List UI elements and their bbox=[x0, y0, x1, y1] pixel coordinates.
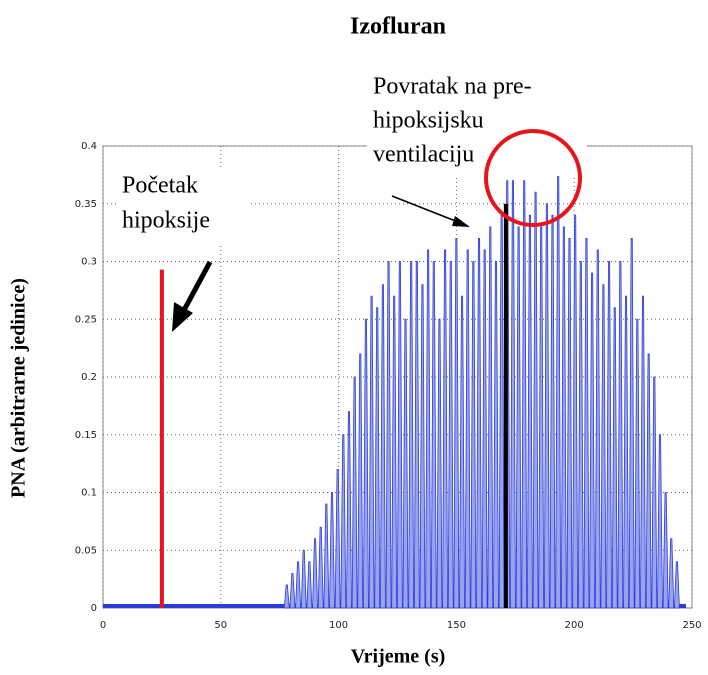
spike bbox=[674, 561, 680, 609]
spike bbox=[351, 376, 358, 609]
annotation: hipoksije bbox=[122, 208, 210, 234]
spike bbox=[295, 561, 301, 609]
spike bbox=[396, 261, 403, 609]
x-tick-label: 200 bbox=[565, 620, 584, 631]
x-tick-label: 50 bbox=[214, 620, 227, 631]
spike bbox=[402, 318, 409, 609]
spike bbox=[515, 226, 522, 609]
spike bbox=[476, 238, 482, 609]
spike bbox=[368, 295, 375, 609]
annotation: hipoksijsku bbox=[373, 108, 484, 134]
spike bbox=[442, 249, 448, 609]
spike bbox=[346, 411, 352, 609]
y-tick-label: 0.15 bbox=[75, 430, 97, 441]
spike bbox=[617, 261, 624, 609]
spike bbox=[323, 503, 330, 609]
spike bbox=[628, 238, 635, 609]
spike bbox=[391, 295, 398, 609]
y-tick-label: 0.1 bbox=[81, 488, 97, 499]
x-tick-label: 250 bbox=[682, 620, 701, 631]
spike bbox=[634, 318, 641, 609]
spike bbox=[419, 284, 426, 609]
x-tick-label: 150 bbox=[447, 620, 466, 631]
spike bbox=[453, 238, 460, 609]
spike bbox=[425, 249, 432, 609]
spike bbox=[289, 572, 296, 609]
spike bbox=[459, 295, 465, 609]
spike bbox=[549, 214, 556, 609]
spike bbox=[329, 492, 335, 609]
spike bbox=[447, 261, 454, 609]
highlight-circle bbox=[484, 129, 582, 227]
spike bbox=[436, 318, 443, 609]
y-tick-label: 0.4 bbox=[81, 141, 97, 152]
x-tick-label: 0 bbox=[100, 620, 106, 631]
arrow bbox=[180, 260, 213, 314]
spike bbox=[481, 249, 488, 609]
y-tick-label: 0 bbox=[91, 603, 97, 614]
spike bbox=[413, 261, 420, 609]
spike bbox=[283, 584, 290, 609]
spike bbox=[623, 295, 629, 609]
annotation: Povratak na pre- bbox=[373, 74, 532, 100]
y-tick-label: 0.05 bbox=[75, 545, 97, 556]
spike bbox=[300, 549, 307, 609]
spike bbox=[464, 249, 471, 609]
spike bbox=[340, 434, 347, 609]
spike bbox=[543, 203, 550, 609]
spike bbox=[487, 226, 494, 609]
annotation-bg bbox=[367, 68, 587, 176]
y-axis-label: PNA (arbitrarne jedinice) bbox=[8, 278, 30, 498]
spike bbox=[640, 295, 646, 609]
y-tick-label: 0.35 bbox=[75, 199, 97, 210]
spike bbox=[408, 261, 415, 609]
spike bbox=[532, 191, 539, 609]
spike bbox=[385, 261, 392, 609]
y-tick-label: 0.3 bbox=[81, 257, 97, 268]
spike bbox=[538, 226, 545, 609]
arrow bbox=[391, 195, 459, 223]
annotation: ventilaciju bbox=[373, 142, 474, 168]
annotation-bg bbox=[116, 167, 248, 243]
spike bbox=[594, 249, 601, 609]
spike bbox=[611, 307, 618, 609]
spike bbox=[577, 261, 584, 609]
chart-title: Izofluran bbox=[350, 14, 446, 40]
spike bbox=[583, 238, 590, 609]
spike bbox=[589, 272, 596, 609]
spike bbox=[668, 538, 675, 609]
spike bbox=[645, 353, 652, 609]
spike bbox=[566, 238, 573, 609]
spike bbox=[657, 434, 663, 609]
y-tick-label: 0.2 bbox=[81, 372, 97, 383]
x-tick-label: 100 bbox=[329, 620, 348, 631]
spike bbox=[651, 376, 658, 609]
arrowhead bbox=[172, 302, 193, 332]
x-axis-label: Vrijeme (s) bbox=[351, 646, 446, 668]
spike bbox=[510, 180, 516, 609]
arrowhead bbox=[452, 216, 470, 227]
spike bbox=[470, 261, 477, 609]
spike bbox=[317, 526, 324, 609]
spike bbox=[363, 318, 369, 609]
spike bbox=[379, 284, 386, 609]
spike bbox=[357, 353, 364, 609]
spike bbox=[662, 492, 669, 609]
y-tick-label: 0.25 bbox=[75, 314, 97, 325]
spike bbox=[374, 307, 381, 609]
spike bbox=[560, 226, 567, 609]
annotation: Početak bbox=[122, 173, 198, 199]
spike bbox=[600, 284, 607, 609]
spike bbox=[306, 561, 313, 609]
spike bbox=[527, 214, 533, 609]
spike bbox=[493, 261, 499, 609]
spike bbox=[334, 469, 341, 609]
spike bbox=[521, 180, 528, 609]
spike bbox=[312, 538, 318, 609]
spike bbox=[430, 261, 437, 609]
spike bbox=[606, 261, 612, 609]
spike bbox=[572, 214, 579, 609]
